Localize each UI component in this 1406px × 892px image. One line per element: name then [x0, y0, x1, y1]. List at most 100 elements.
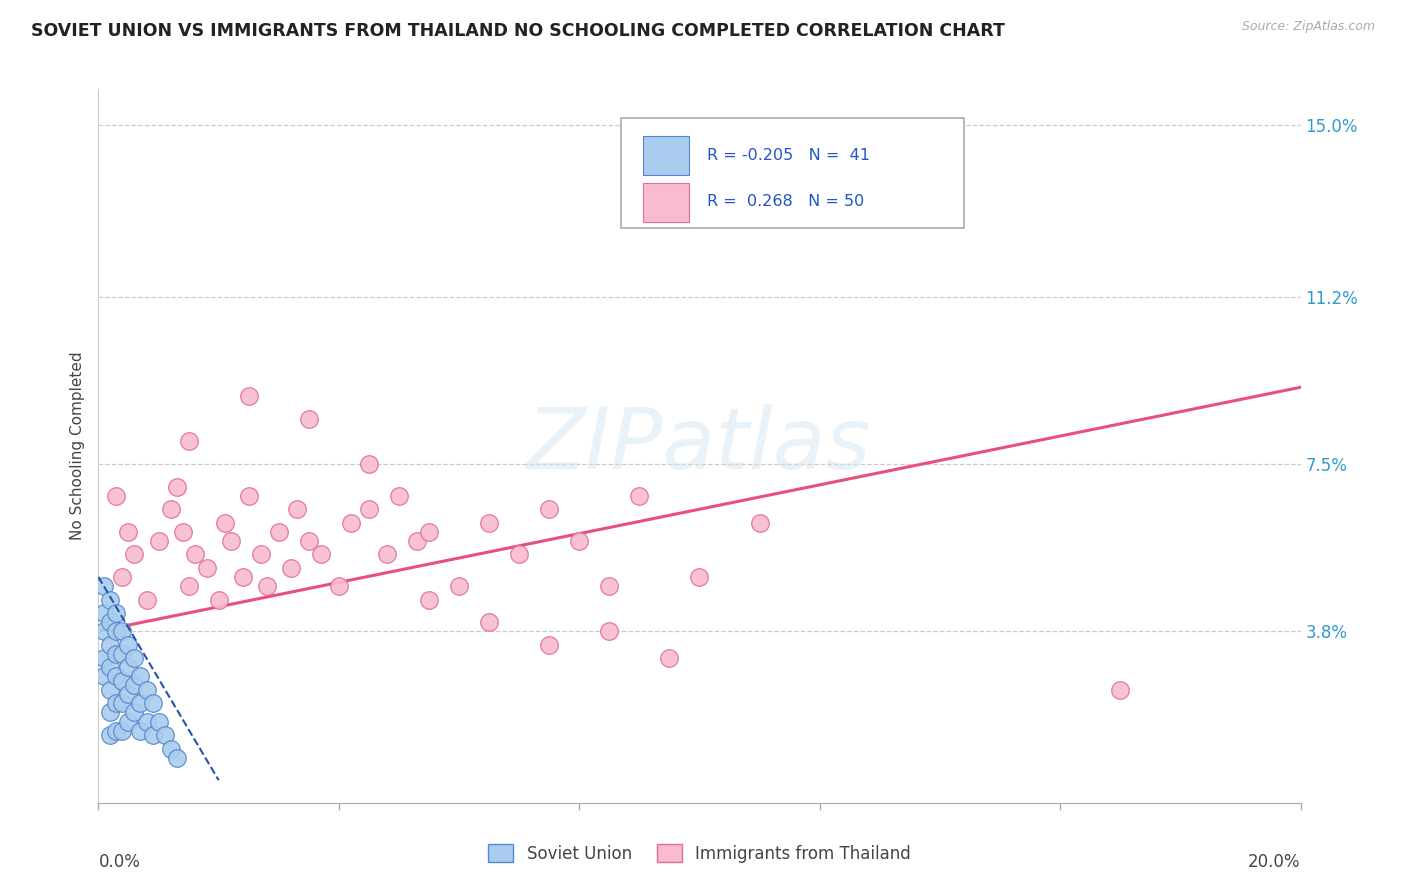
- Legend: Soviet Union, Immigrants from Thailand: Soviet Union, Immigrants from Thailand: [481, 838, 918, 870]
- Point: [238, 389, 260, 403]
- Point: [111, 723, 134, 738]
- Point: [93, 651, 115, 665]
- Point: [298, 533, 321, 548]
- Point: [568, 533, 591, 548]
- Point: [105, 697, 128, 711]
- Point: [135, 714, 157, 729]
- Point: [100, 592, 122, 607]
- Point: [195, 561, 218, 575]
- Point: [1109, 682, 1132, 697]
- Point: [148, 714, 170, 729]
- Point: [93, 606, 115, 620]
- FancyBboxPatch shape: [643, 183, 689, 222]
- Point: [93, 579, 115, 593]
- Point: [153, 728, 176, 742]
- Point: [285, 502, 308, 516]
- Point: [100, 660, 122, 674]
- Point: [111, 624, 134, 639]
- Point: [478, 615, 501, 629]
- Point: [93, 669, 115, 683]
- Point: [538, 638, 561, 652]
- Point: [219, 533, 242, 548]
- Point: [117, 524, 139, 539]
- Point: [111, 570, 134, 584]
- Point: [124, 548, 146, 562]
- Point: [129, 669, 152, 683]
- Point: [406, 533, 429, 548]
- Point: [141, 697, 163, 711]
- Point: [105, 624, 128, 639]
- Point: [93, 624, 115, 639]
- Point: [100, 706, 122, 720]
- Point: [159, 741, 181, 756]
- Point: [340, 516, 363, 530]
- Point: [598, 624, 620, 639]
- Point: [124, 651, 146, 665]
- Point: [111, 647, 134, 661]
- Point: [628, 489, 651, 503]
- Point: [172, 524, 194, 539]
- Text: R =  0.268   N = 50: R = 0.268 N = 50: [707, 194, 863, 209]
- Text: R = -0.205   N =  41: R = -0.205 N = 41: [707, 147, 870, 162]
- Point: [111, 673, 134, 688]
- Text: 20.0%: 20.0%: [1249, 853, 1301, 871]
- Point: [658, 651, 681, 665]
- Point: [148, 533, 170, 548]
- Text: Source: ZipAtlas.com: Source: ZipAtlas.com: [1241, 20, 1375, 33]
- Text: ZIPatlas: ZIPatlas: [527, 404, 872, 488]
- Point: [105, 669, 128, 683]
- Point: [105, 489, 128, 503]
- Point: [135, 682, 157, 697]
- Point: [111, 697, 134, 711]
- Point: [238, 489, 260, 503]
- Point: [124, 706, 146, 720]
- Y-axis label: No Schooling Completed: No Schooling Completed: [70, 351, 86, 541]
- Point: [177, 434, 200, 449]
- Point: [249, 548, 271, 562]
- Point: [689, 570, 711, 584]
- Point: [129, 723, 152, 738]
- Point: [538, 502, 561, 516]
- Point: [100, 682, 122, 697]
- Point: [598, 579, 620, 593]
- Point: [309, 548, 332, 562]
- Point: [447, 579, 470, 593]
- Text: SOVIET UNION VS IMMIGRANTS FROM THAILAND NO SCHOOLING COMPLETED CORRELATION CHAR: SOVIET UNION VS IMMIGRANTS FROM THAILAND…: [31, 22, 1005, 40]
- Point: [100, 638, 122, 652]
- Point: [117, 714, 139, 729]
- Point: [177, 579, 200, 593]
- Point: [357, 502, 380, 516]
- Point: [141, 728, 163, 742]
- Point: [357, 457, 380, 471]
- Point: [388, 489, 411, 503]
- Point: [256, 579, 278, 593]
- Point: [418, 592, 440, 607]
- Point: [214, 516, 236, 530]
- Point: [298, 412, 321, 426]
- Point: [124, 678, 146, 692]
- Point: [117, 660, 139, 674]
- Point: [166, 480, 188, 494]
- FancyBboxPatch shape: [643, 136, 689, 176]
- Point: [159, 502, 181, 516]
- Point: [100, 728, 122, 742]
- Point: [208, 592, 231, 607]
- Point: [117, 687, 139, 701]
- Point: [135, 592, 157, 607]
- Point: [105, 647, 128, 661]
- Point: [232, 570, 254, 584]
- Point: [117, 638, 139, 652]
- Point: [105, 723, 128, 738]
- Point: [129, 697, 152, 711]
- Point: [748, 516, 770, 530]
- Text: 0.0%: 0.0%: [98, 853, 141, 871]
- Point: [508, 548, 530, 562]
- Point: [418, 524, 440, 539]
- Point: [100, 615, 122, 629]
- FancyBboxPatch shape: [621, 118, 965, 228]
- Point: [267, 524, 290, 539]
- Point: [183, 548, 205, 562]
- Point: [478, 516, 501, 530]
- Point: [105, 606, 128, 620]
- Point: [375, 548, 398, 562]
